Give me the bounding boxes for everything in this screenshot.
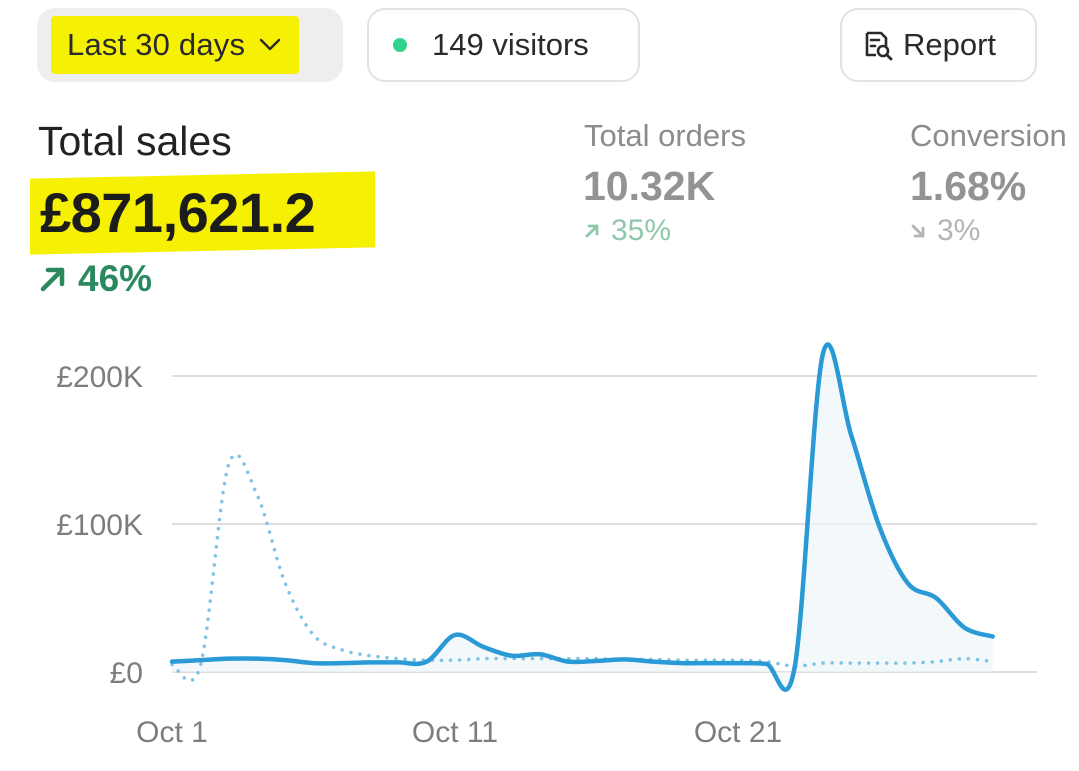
date-range-label: Last 30 days <box>67 27 246 62</box>
comparison-series-line <box>170 453 995 683</box>
y-tick-label: £0 <box>110 657 143 690</box>
live-dot-icon <box>393 38 407 52</box>
arrow-up-right-icon <box>40 267 65 292</box>
total-orders-value: 10.32K <box>583 163 716 209</box>
sales-line-chart: £0 £100K £200K Oct 1 Oct 11 Oct 21 <box>56 342 1037 749</box>
conversion-change: 3% <box>910 214 980 248</box>
total-sales-label: Total sales <box>38 118 232 164</box>
y-tick-label: £100K <box>56 509 143 542</box>
total-sales-value: £871,621.2 <box>40 181 316 244</box>
total-orders-label: Total orders <box>584 118 746 153</box>
conversion-change-value: 3% <box>937 214 981 247</box>
x-tick-label: Oct 21 <box>694 716 782 749</box>
x-tick-label: Oct 1 <box>136 716 208 749</box>
chevron-down-icon <box>259 38 281 51</box>
total-sales-change-value: 46% <box>78 258 153 299</box>
visitors-count: 149 visitors <box>432 27 589 62</box>
total-orders-change-value: 35% <box>611 214 672 247</box>
date-range-highlight: Last 30 days <box>51 16 300 74</box>
total-orders-change: 35% <box>584 214 671 248</box>
arrow-up-right-icon <box>585 224 599 238</box>
report-search-icon <box>865 31 893 61</box>
primary-series-fill <box>172 344 993 690</box>
total-sales-change: 46% <box>38 258 152 300</box>
primary-series-line <box>169 342 995 692</box>
x-tick-label: Oct 11 <box>412 716 498 749</box>
report-button[interactable]: Report <box>840 8 1037 82</box>
conversion-label: Conversion <box>910 118 1067 153</box>
y-tick-label: £200K <box>56 361 143 394</box>
visitors-badge[interactable]: 149 visitors <box>367 8 640 82</box>
conversion-value: 1.68% <box>910 163 1027 209</box>
arrow-down-right-icon <box>911 224 925 238</box>
date-range-button[interactable]: Last 30 days <box>37 8 343 82</box>
report-label: Report <box>903 27 997 62</box>
